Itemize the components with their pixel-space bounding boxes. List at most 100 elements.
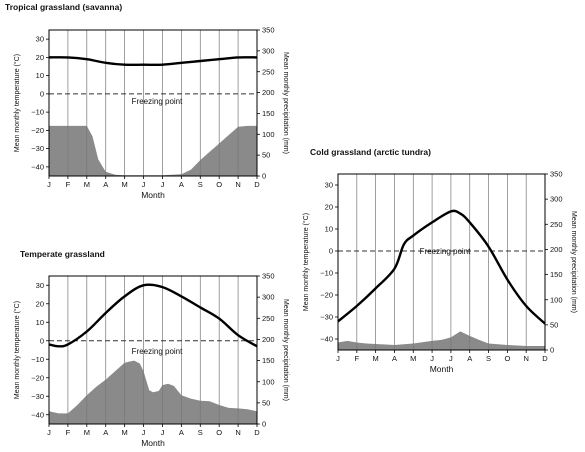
temp-tick-label: −30 — [31, 392, 44, 401]
temp-tick-label: −20 — [31, 126, 44, 135]
month-tick-label: J — [47, 180, 51, 189]
month-tick-label: O — [216, 180, 222, 189]
month-tick-label: S — [198, 180, 203, 189]
x-axis-label: Month — [141, 438, 165, 448]
month-tick-label: D — [254, 180, 260, 189]
temp-tick-label: 0 — [40, 336, 44, 345]
precip-tick-label: 200 — [262, 335, 275, 344]
right-axis-label: Mean monthly precipitation (mm) — [570, 211, 577, 313]
month-tick-label: M — [122, 428, 128, 437]
plot-frame — [48, 275, 258, 425]
temp-tick-label: −20 — [320, 291, 333, 300]
temp-tick-label: −40 — [31, 410, 44, 419]
right-axis-label: Mean monthly precipitation (mm) — [282, 299, 289, 401]
freezing-point-label: Freezing point — [132, 347, 183, 356]
month-tick-label: A — [467, 354, 472, 363]
month-tick-label: F — [355, 354, 360, 363]
left-axis-label: Mean monthly temperature (°C) — [13, 54, 21, 152]
temp-tick-label: −20 — [31, 373, 44, 382]
temp-tick-label: 30 — [36, 35, 44, 44]
temp-tick-label: 10 — [36, 318, 44, 327]
month-tick-label: N — [235, 428, 240, 437]
precip-tick-label: 100 — [262, 130, 275, 139]
month-tick-label: J — [47, 428, 51, 437]
precip-tick-label: 250 — [262, 67, 275, 76]
precip-tick-label: 350 — [262, 272, 275, 281]
freezing-point-label: Freezing point — [132, 97, 183, 106]
temp-tick-label: −40 — [320, 335, 333, 344]
temp-tick-label: 20 — [36, 299, 44, 308]
precip-tick-label: 100 — [262, 377, 275, 386]
temp-tick-label: −10 — [320, 269, 333, 278]
precip-tick-label: 150 — [262, 356, 275, 365]
month-tick-label: M — [373, 354, 379, 363]
precip-tick-label: 300 — [262, 293, 275, 302]
month-tick-label: A — [103, 180, 108, 189]
month-tick-label: O — [504, 354, 510, 363]
precip-tick-label: 150 — [262, 109, 275, 118]
chart-3: Cold grassland (arctic tundra) Freezing p… — [302, 147, 577, 374]
precip-tick-label: 50 — [550, 320, 558, 329]
temp-tick-label: −30 — [320, 313, 333, 322]
month-tick-label: J — [161, 180, 165, 189]
temperature-line — [48, 283, 258, 348]
x-axis-label: Month — [430, 364, 454, 374]
chart-title: Cold grassland (arctic tundra) — [310, 147, 431, 157]
temp-tick-label: −10 — [31, 355, 44, 364]
precip-tick-label: 50 — [262, 398, 270, 407]
temp-tick-label: 20 — [36, 53, 44, 62]
month-tick-label: D — [254, 428, 260, 437]
temp-tick-label: 10 — [36, 71, 44, 80]
precip-tick-label: 300 — [550, 195, 563, 204]
precipitation-area — [49, 125, 257, 176]
chart-title: Temperate grassland — [20, 249, 105, 259]
temp-tick-label: −40 — [31, 162, 44, 171]
month-tick-label: J — [142, 428, 146, 437]
temperature-line — [48, 56, 258, 67]
month-tick-label: M — [84, 428, 90, 437]
precip-tick-label: 50 — [262, 151, 270, 160]
month-tick-label: M — [410, 354, 416, 363]
precip-tick-label: 250 — [262, 314, 275, 323]
temp-tick-label: 20 — [325, 203, 333, 212]
temp-tick-label: 0 — [329, 247, 333, 256]
chart-1: Tropical grassland (savanna) Freezing poi… — [5, 2, 289, 200]
precip-tick-label: 200 — [550, 245, 563, 254]
precip-tick-label: 0 — [262, 172, 266, 181]
month-tick-label: S — [198, 428, 203, 437]
month-tick-label: N — [235, 180, 240, 189]
right-axis-label: Mean monthly precipitation (mm) — [282, 52, 289, 154]
precip-tick-label: 250 — [550, 220, 563, 229]
precip-tick-label: 350 — [262, 26, 275, 35]
precipitation-area — [49, 360, 257, 424]
month-tick-label: S — [486, 354, 491, 363]
temp-tick-label: 0 — [40, 89, 44, 98]
precip-tick-label: 150 — [550, 270, 563, 279]
temp-tick-label: 30 — [325, 181, 333, 190]
plot-frame — [337, 173, 546, 351]
plot-frame — [48, 29, 258, 177]
month-tick-label: A — [179, 180, 184, 189]
precip-tick-label: 0 — [262, 420, 266, 429]
month-tick-label: J — [449, 354, 453, 363]
precip-tick-label: 0 — [550, 346, 554, 355]
month-tick-label: A — [392, 354, 397, 363]
temp-tick-label: 30 — [36, 281, 44, 290]
month-tick-label: F — [66, 428, 71, 437]
month-tick-label: J — [430, 354, 434, 363]
precipitation-area — [338, 331, 545, 350]
x-axis-label: Month — [141, 190, 165, 200]
precip-tick-label: 300 — [262, 46, 275, 55]
month-tick-label: D — [542, 354, 548, 363]
month-tick-label: A — [179, 428, 184, 437]
temperature-line — [337, 209, 546, 325]
freezing-point-label: Freezing point — [420, 247, 471, 256]
month-tick-label: A — [103, 428, 108, 437]
chart-title: Tropical grassland (savanna) — [5, 2, 122, 12]
precip-tick-label: 100 — [550, 295, 563, 304]
month-tick-label: O — [216, 428, 222, 437]
month-tick-label: M — [122, 180, 128, 189]
precip-tick-label: 200 — [262, 88, 275, 97]
month-tick-label: F — [66, 180, 71, 189]
